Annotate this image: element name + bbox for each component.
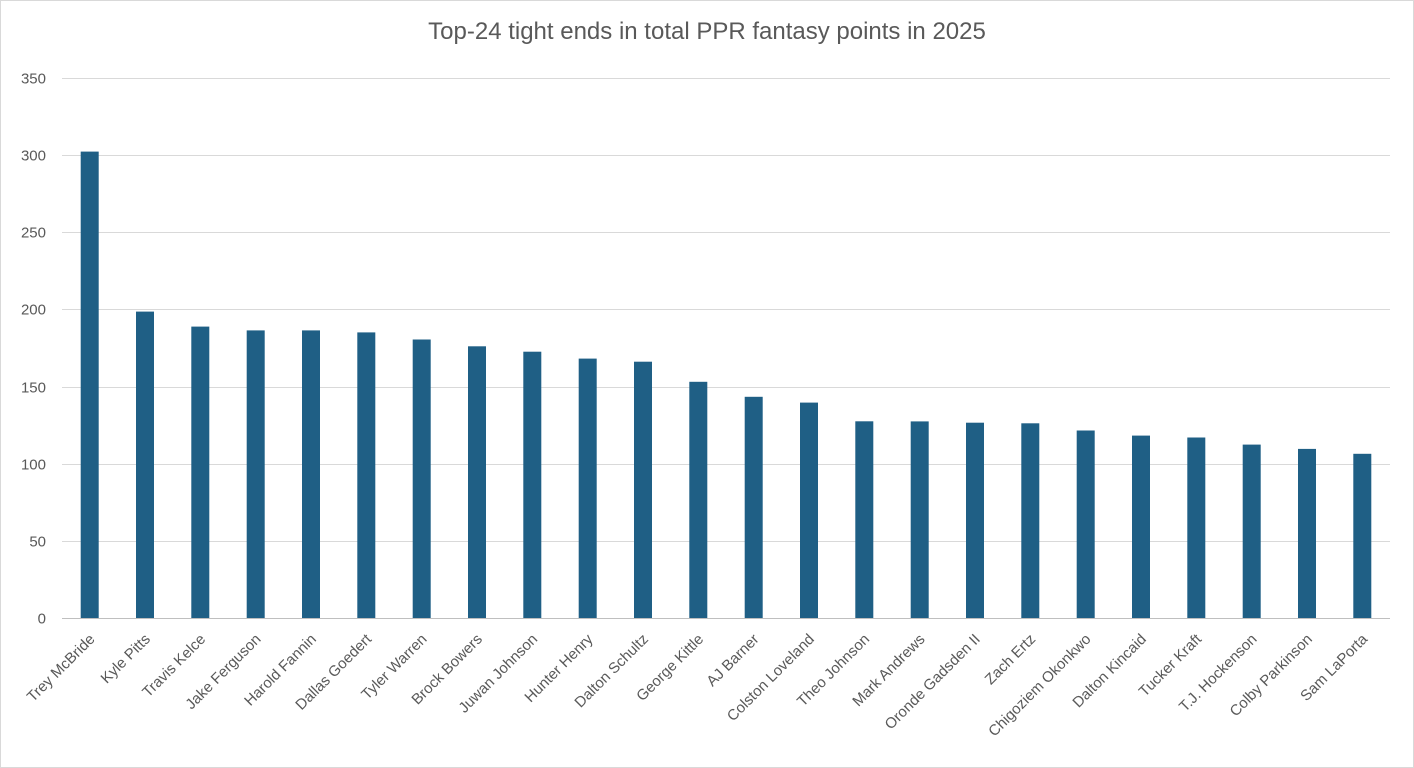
bar xyxy=(1187,437,1206,618)
bar xyxy=(689,381,708,618)
x-tick-label: AJ Barner xyxy=(703,631,762,690)
gridlines xyxy=(62,78,1390,619)
y-tick-label: 300 xyxy=(21,148,46,165)
bar xyxy=(246,330,265,618)
x-tick-label: Trey McBride xyxy=(24,631,99,706)
bar xyxy=(80,151,99,618)
bar xyxy=(1242,444,1261,618)
y-tick-label: 0 xyxy=(38,611,46,628)
bar xyxy=(1298,448,1316,618)
bar xyxy=(136,311,154,618)
bar-series xyxy=(80,151,1372,618)
bar xyxy=(800,402,818,618)
bar xyxy=(1021,423,1040,618)
bar xyxy=(357,332,376,618)
y-axis-ticks: 0 50 100 150 200 250 300 350 xyxy=(21,71,46,628)
chart-title: Top-24 tight ends in total PPR fantasy p… xyxy=(428,18,986,45)
bar xyxy=(744,396,763,618)
y-tick-label: 50 xyxy=(29,534,46,551)
x-tick-label: Oronde Gadsden II xyxy=(882,631,984,733)
bar xyxy=(412,339,431,618)
bar xyxy=(634,361,652,618)
x-tick-label: Zach Ertz xyxy=(982,631,1039,688)
y-tick-label: 200 xyxy=(21,302,46,319)
bar xyxy=(302,330,320,618)
bar xyxy=(855,421,874,618)
y-tick-label: 250 xyxy=(21,225,46,242)
bar xyxy=(468,346,486,618)
bar xyxy=(523,351,542,618)
x-tick-label: Chigoziem Okonkwo xyxy=(985,631,1094,740)
y-tick-label: 100 xyxy=(21,457,46,474)
bar xyxy=(910,421,929,618)
y-tick-label: 350 xyxy=(21,71,46,88)
bar xyxy=(1076,430,1095,618)
bar xyxy=(1132,435,1150,618)
y-tick-label: 150 xyxy=(21,380,46,397)
bar xyxy=(191,326,210,618)
bar xyxy=(1353,453,1372,618)
x-tick-label: Kyle Pitts xyxy=(98,631,154,687)
bar xyxy=(578,358,597,618)
bar xyxy=(966,422,984,618)
